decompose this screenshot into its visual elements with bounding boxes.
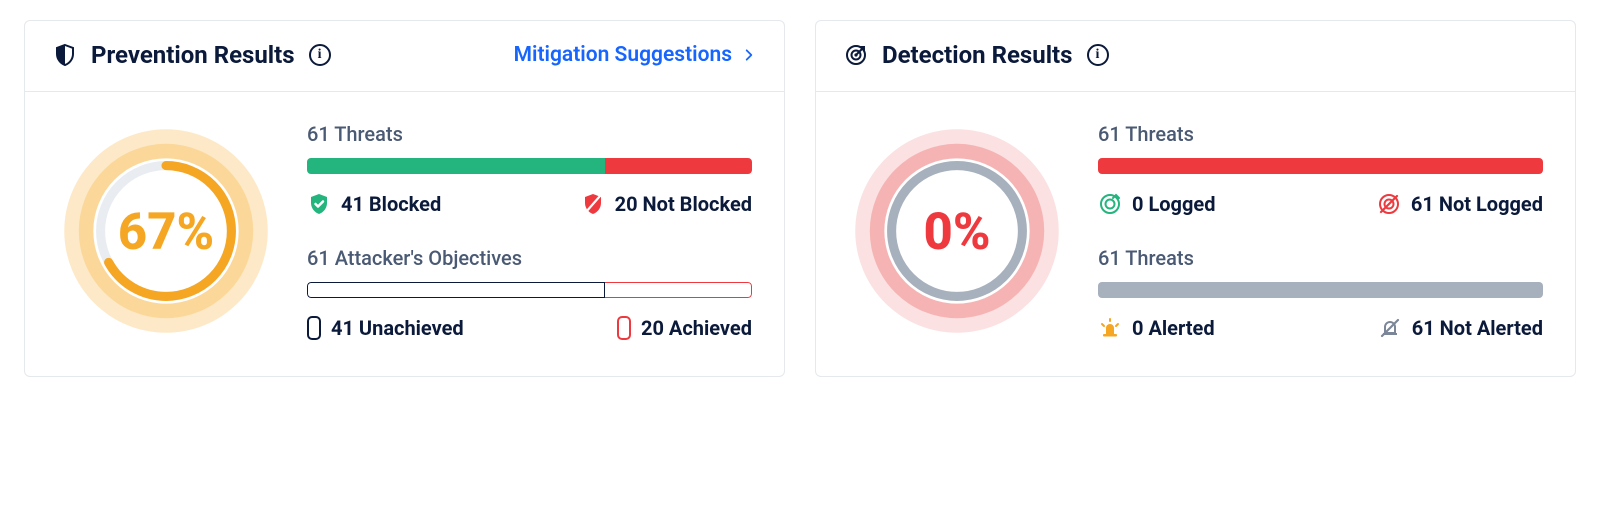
info-icon[interactable]: i (309, 44, 331, 66)
bar-segment-not-blocked (605, 158, 752, 174)
legend-label: 20 Achieved (641, 316, 752, 340)
legend-not-blocked: 20 Not Blocked (581, 192, 752, 216)
logged-block: 61 Threats (1098, 122, 1543, 216)
objectives-block: 61 Attacker's Objectives 41 Unachieved 2… (307, 246, 752, 340)
threats-block: 61 Threats 41 Blocked (307, 122, 752, 216)
donut-percent-text: 0% (923, 203, 990, 262)
metric-title: 61 Attacker's Objectives (307, 246, 752, 270)
prevention-donut: 67% (57, 122, 275, 340)
link-label: Mitigation Suggestions (514, 43, 732, 67)
info-icon[interactable]: i (1087, 44, 1109, 66)
shield-icon (53, 43, 77, 67)
pill-icon (617, 316, 631, 340)
shield-slash-icon (581, 192, 605, 216)
legend-label: 20 Not Blocked (615, 192, 752, 216)
legend-blocked: 41 Blocked (307, 192, 441, 216)
objectives-bar (307, 282, 752, 298)
card-title: Prevention Results (91, 41, 295, 69)
logged-bar (1098, 158, 1543, 174)
threats-bar (307, 158, 752, 174)
legend-label: 0 Alerted (1132, 316, 1215, 340)
bell-slash-icon (1378, 316, 1402, 340)
legend-alerted: 0 Alerted (1098, 316, 1215, 340)
siren-icon (1098, 316, 1122, 340)
card-header: Prevention Results i Mitigation Suggesti… (25, 21, 784, 92)
legend-unachieved: 41 Unachieved (307, 316, 464, 340)
legend-label: 41 Unachieved (331, 316, 464, 340)
detection-donut: 0% (848, 122, 1066, 340)
legend-label: 61 Not Logged (1411, 192, 1543, 216)
donut-percent-text: 67% (118, 203, 214, 262)
bar-segment-full (1098, 158, 1543, 174)
card-title: Detection Results (882, 41, 1073, 69)
bar-segment-achieved (605, 282, 752, 298)
legend-achieved: 20 Achieved (617, 316, 752, 340)
bar-segment-blocked (307, 158, 605, 174)
metric-title: 61 Threats (307, 122, 752, 146)
card-header: Detection Results i (816, 21, 1575, 92)
shield-check-icon (307, 192, 331, 216)
pill-icon (307, 316, 321, 340)
legend-label: 61 Not Alerted (1412, 316, 1543, 340)
legend-logged: 0 Logged (1098, 192, 1215, 216)
prevention-results-card: Prevention Results i Mitigation Suggesti… (24, 20, 785, 377)
target-icon (844, 43, 868, 67)
target-slash-icon (1377, 192, 1401, 216)
detection-results-card: Detection Results i 0% 61 Threats (815, 20, 1576, 377)
legend-label: 0 Logged (1132, 192, 1215, 216)
chevron-right-icon (742, 48, 756, 62)
legend-not-logged: 61 Not Logged (1377, 192, 1543, 216)
legend-label: 41 Blocked (341, 192, 441, 216)
mitigation-suggestions-link[interactable]: Mitigation Suggestions (514, 43, 756, 67)
alerted-block: 61 Threats (1098, 246, 1543, 340)
legend-not-alerted: 61 Not Alerted (1378, 316, 1543, 340)
bar-segment-full (1098, 282, 1543, 298)
metric-title: 61 Threats (1098, 122, 1543, 146)
bar-segment-unachieved (307, 282, 605, 298)
metric-title: 61 Threats (1098, 246, 1543, 270)
target-check-icon (1098, 192, 1122, 216)
alerted-bar (1098, 282, 1543, 298)
